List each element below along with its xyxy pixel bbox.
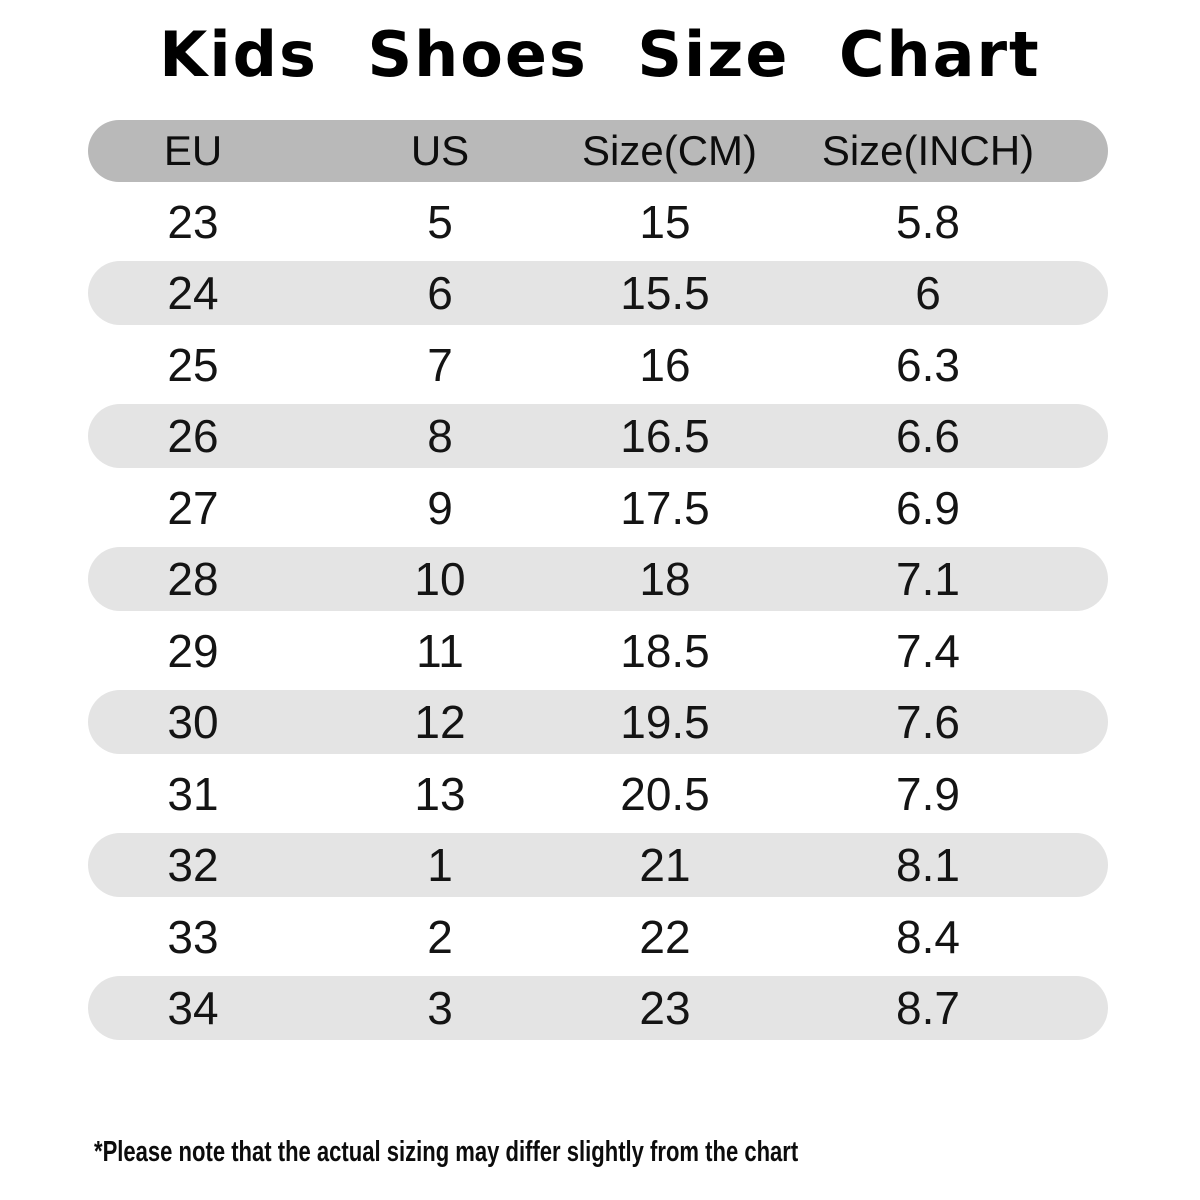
- table-row: 30 12 19.5 7.6: [88, 690, 1108, 754]
- table-cell: 22: [639, 910, 691, 963]
- table-cell: 30: [167, 696, 219, 748]
- table-cell: 23: [639, 982, 691, 1034]
- table-row: 23 5 15 5.8: [88, 190, 1108, 254]
- table-cell: 25: [167, 338, 219, 391]
- table-row: 27 9 17.5 6.9: [88, 476, 1108, 540]
- column-header-eu: EU: [163, 127, 223, 174]
- column-header-size-inch: Size(INCH): [821, 127, 1035, 174]
- table-cell: 18.5: [620, 624, 710, 677]
- table-cell: 7: [427, 338, 453, 391]
- table-cell: 11: [416, 624, 464, 677]
- table-cell: 21: [639, 839, 691, 891]
- column-header-size-cm: Size(CM): [582, 127, 757, 174]
- page-title: Kids Shoes Size Chart: [159, 18, 1041, 91]
- table-row: 33 2 22 8.4: [88, 905, 1108, 969]
- table-cell: 5: [427, 195, 453, 248]
- table-row: 24 6 15.5 6: [88, 261, 1108, 325]
- table-cell: 34: [167, 982, 219, 1034]
- table-cell: 6.6: [896, 410, 960, 462]
- column-header-us: US: [410, 127, 470, 174]
- table-cell: 12: [414, 696, 466, 748]
- table-row: 32 1 21 8.1: [88, 833, 1108, 897]
- table-cell: 31: [167, 767, 219, 820]
- table-cell: 7.4: [896, 624, 960, 677]
- table-cell: 8.1: [896, 839, 960, 891]
- table-cell: 29: [167, 624, 219, 677]
- table-cell: 3: [427, 982, 453, 1034]
- table-cell: 6: [915, 267, 941, 319]
- table-row: 26 8 16.5 6.6: [88, 404, 1108, 468]
- table-cell: 20.5: [620, 767, 710, 820]
- footnote: *Please note that the actual sizing may …: [94, 1136, 799, 1168]
- table-row: 25 7 16 6.3: [88, 333, 1108, 397]
- size-table: EU US Size(CM) Size(INCH) 23 5 15 5.8 24 6 15.…: [88, 120, 1108, 1048]
- table-cell: 16.5: [620, 410, 710, 462]
- table-cell: 2: [427, 910, 453, 963]
- table-body: 23 5 15 5.8 24 6 15.5 6 25 7 16 6.3 26 8 16.5 6.6 27 9 17.…: [88, 190, 1108, 1040]
- table-cell: 5.8: [896, 195, 960, 248]
- table-cell: 10: [414, 553, 466, 605]
- table-cell: 28: [167, 553, 219, 605]
- table-cell: 15.5: [620, 267, 710, 319]
- table-cell: 1: [427, 839, 453, 891]
- table-cell: 13: [414, 767, 466, 820]
- table-cell: 7.1: [896, 553, 960, 605]
- table-cell: 8.7: [896, 982, 960, 1034]
- table-cell: 27: [167, 481, 219, 534]
- table-row: 29 11 18.5 7.4: [88, 619, 1108, 683]
- table-cell: 17.5: [620, 481, 710, 534]
- table-cell: 8.4: [896, 910, 960, 963]
- table-cell: 33: [167, 910, 219, 963]
- table-cell: 32: [167, 839, 219, 891]
- table-cell: 19.5: [620, 696, 710, 748]
- table-cell: 26: [167, 410, 219, 462]
- table-row: 31 13 20.5 7.9: [88, 762, 1108, 826]
- table-header-row: EU US Size(CM) Size(INCH): [88, 120, 1108, 182]
- table-cell: 24: [167, 267, 219, 319]
- table-row: 34 3 23 8.7: [88, 976, 1108, 1040]
- table-cell: 8: [427, 410, 453, 462]
- table-cell: 18: [639, 553, 691, 605]
- table-cell: 23: [167, 195, 219, 248]
- table-cell: 9: [427, 481, 453, 534]
- table-cell: 7.6: [896, 696, 960, 748]
- table-cell: 16: [639, 338, 691, 391]
- table-row: 28 10 18 7.1: [88, 547, 1108, 611]
- table-cell: 15: [639, 195, 691, 248]
- table-cell: 7.9: [896, 767, 960, 820]
- table-cell: 6: [427, 267, 453, 319]
- table-cell: 6.3: [896, 338, 960, 391]
- table-cell: 6.9: [896, 481, 960, 534]
